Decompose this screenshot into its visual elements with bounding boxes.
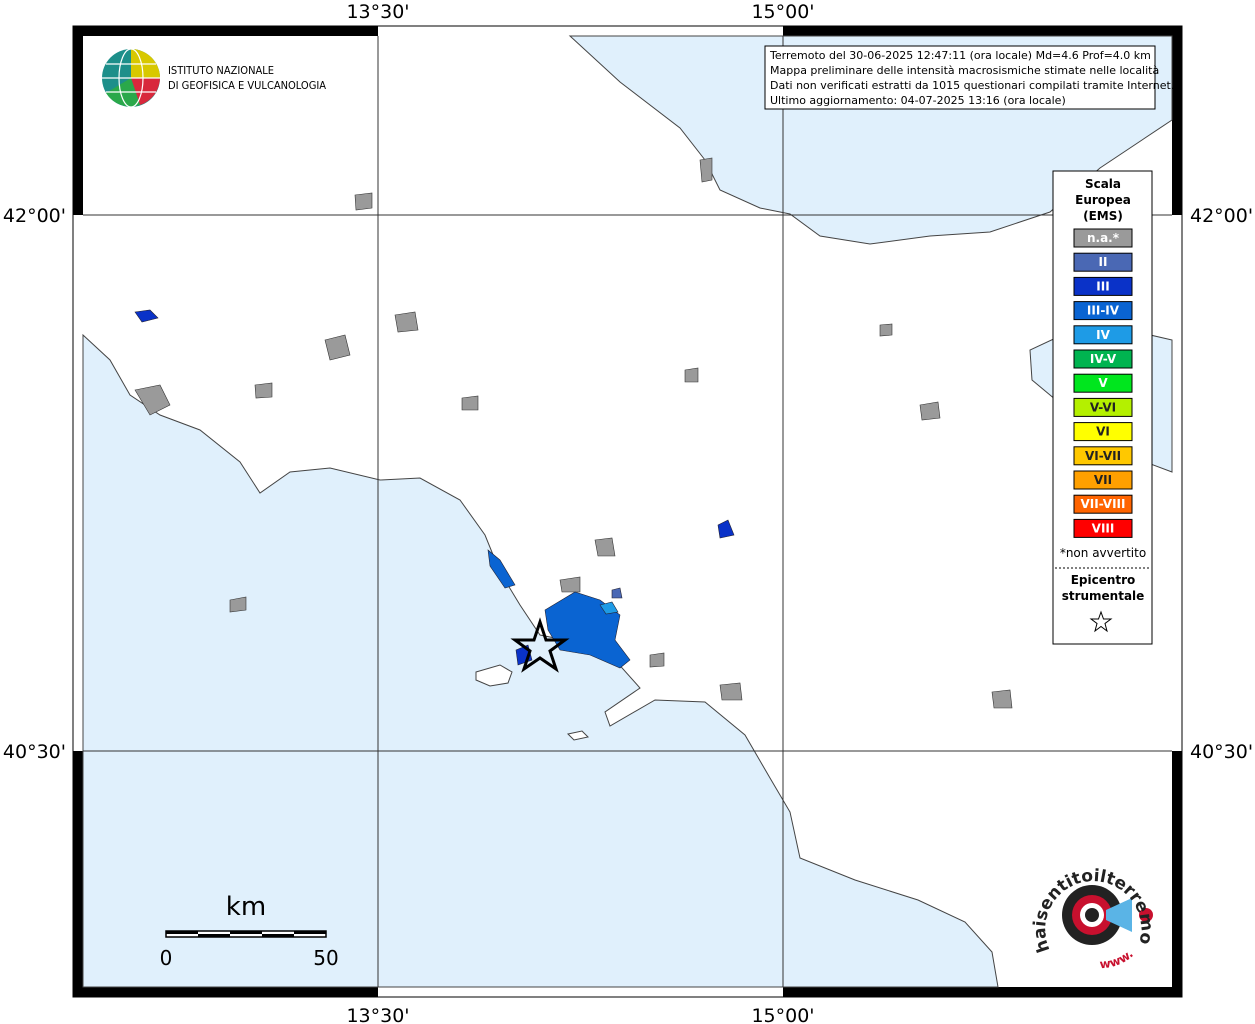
lat-label: 42°00' (1190, 205, 1253, 227)
info-line: Terremoto del 30-06-2025 12:47:11 (ora l… (769, 49, 1151, 62)
legend-swatch (1073, 373, 1133, 393)
legend-epicenter: Epicentro (1071, 573, 1136, 587)
legend-label: VI-VII (1085, 449, 1121, 463)
islands (475, 664, 590, 741)
ingv-logo: ISTITUTO NAZIONALE DI GEOFISICA E VULCAN… (102, 48, 326, 108)
legend-label: VIII (1092, 521, 1115, 535)
legend-epicenter: strumentale (1062, 589, 1145, 603)
legend-swatch (1073, 228, 1133, 248)
legend-label: II (1099, 255, 1108, 269)
info-line: Dati non verificati estratti da 1015 que… (770, 79, 1174, 92)
lat-label: 40°30' (1190, 741, 1253, 763)
lon-label: 13°30' (346, 1, 409, 23)
legend-swatch (1073, 518, 1133, 538)
legend-label: III-IV (1087, 304, 1120, 318)
legend-label: VII (1094, 473, 1112, 487)
legend-label: IV (1096, 328, 1110, 342)
legend-swatch (1073, 446, 1133, 466)
lon-label: 15°00' (751, 1005, 814, 1024)
frame-ticks (73, 26, 1182, 997)
legend-label: V (1098, 376, 1108, 390)
scale-label: 50 (313, 946, 338, 970)
legend-label: VII-VIII (1080, 497, 1125, 511)
legend-swatch (1073, 349, 1133, 369)
lat-label: 40°30' (3, 741, 66, 763)
legend-swatch (1073, 252, 1133, 272)
scale-bar (165, 930, 327, 938)
institute-name: ISTITUTO NAZIONALE (168, 64, 274, 77)
info-line: Ultimo aggiornamento: 04-07-2025 13:16 (… (770, 94, 1066, 107)
legend-label: IV-V (1090, 352, 1117, 366)
scale-unit: km (226, 892, 266, 922)
legend-swatch (1073, 494, 1133, 514)
lat-label: 42°00' (3, 205, 66, 227)
legend-swatch (1073, 301, 1133, 321)
legend-title: Europea (1075, 193, 1131, 207)
legend-swatch (1073, 470, 1133, 490)
institute-name: DI GEOFISICA E VULCANOLOGIA (168, 79, 326, 92)
legend-swatch (1073, 397, 1133, 417)
info-line: Mappa preliminare delle intensità macros… (770, 64, 1159, 77)
lon-label: 15°00' (751, 1, 814, 23)
graticule (83, 36, 1172, 987)
scale-label: 0 (160, 946, 173, 970)
info-text: Terremoto del 30-06-2025 12:47:11 (ora l… (769, 49, 1174, 107)
legend-label: III (1096, 279, 1109, 293)
legend-label: VI (1096, 425, 1110, 439)
legend-swatch (1073, 276, 1133, 296)
lon-label: 13°30' (346, 1005, 409, 1024)
intensity-areas (134, 309, 735, 669)
legend-swatch (1073, 325, 1133, 345)
legend-title: (EMS) (1083, 209, 1123, 223)
legend-label: n.a.* (1087, 231, 1120, 245)
info-box (764, 45, 1156, 110)
legend-title: Scala (1085, 177, 1121, 191)
legend-swatch (1073, 422, 1133, 442)
legend-star (1089, 610, 1113, 633)
towns (134, 157, 1013, 709)
legend: ScalaEuropea(EMS)n.a.*IIIIIIII-IVIVIV-VV… (1055, 177, 1150, 633)
legend-note: *non avvertito (1060, 546, 1146, 560)
legend-label: V-VI (1090, 400, 1116, 414)
epicenter-star (510, 617, 570, 673)
